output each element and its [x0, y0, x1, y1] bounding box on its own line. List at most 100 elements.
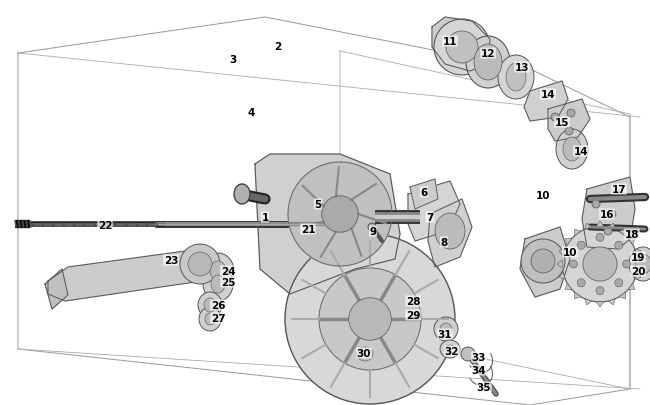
Ellipse shape: [474, 45, 502, 81]
Ellipse shape: [498, 56, 534, 100]
Ellipse shape: [198, 292, 222, 318]
Polygon shape: [520, 228, 570, 297]
Polygon shape: [575, 230, 581, 236]
Text: 10: 10: [536, 190, 551, 200]
Polygon shape: [585, 299, 592, 305]
Circle shape: [569, 260, 577, 269]
Polygon shape: [288, 163, 392, 266]
Text: 5: 5: [315, 200, 322, 209]
Polygon shape: [566, 239, 571, 245]
Polygon shape: [619, 230, 625, 236]
Polygon shape: [559, 273, 566, 279]
Circle shape: [623, 260, 630, 269]
Polygon shape: [608, 224, 616, 230]
Circle shape: [440, 323, 452, 335]
Polygon shape: [566, 284, 571, 290]
Text: 21: 21: [301, 224, 315, 234]
Polygon shape: [548, 100, 590, 142]
Text: 25: 25: [221, 277, 235, 287]
Text: 18: 18: [625, 230, 639, 239]
Ellipse shape: [435, 213, 465, 249]
Text: 26: 26: [211, 300, 226, 310]
Text: 30: 30: [357, 348, 371, 358]
Text: 23: 23: [164, 256, 178, 265]
Polygon shape: [585, 224, 592, 230]
Text: 8: 8: [441, 237, 448, 247]
Circle shape: [615, 242, 623, 249]
Text: 20: 20: [630, 266, 645, 276]
Polygon shape: [629, 284, 635, 290]
Circle shape: [583, 247, 617, 281]
Ellipse shape: [349, 340, 381, 368]
Circle shape: [615, 279, 623, 287]
Text: 19: 19: [630, 252, 645, 262]
Polygon shape: [45, 269, 68, 309]
Polygon shape: [557, 260, 562, 268]
Ellipse shape: [211, 275, 225, 293]
Ellipse shape: [445, 345, 455, 353]
Polygon shape: [638, 260, 643, 268]
Polygon shape: [559, 249, 566, 256]
Polygon shape: [635, 249, 641, 256]
Text: 33: 33: [472, 352, 486, 362]
Text: 10: 10: [563, 247, 577, 257]
Polygon shape: [48, 249, 215, 301]
Polygon shape: [410, 179, 438, 209]
Circle shape: [608, 211, 616, 218]
Ellipse shape: [203, 267, 233, 301]
Ellipse shape: [556, 130, 588, 170]
Text: 1: 1: [261, 213, 268, 222]
Circle shape: [446, 32, 478, 64]
Polygon shape: [408, 181, 460, 241]
Text: 29: 29: [406, 310, 420, 320]
Circle shape: [349, 298, 391, 341]
Circle shape: [596, 287, 604, 295]
Circle shape: [551, 114, 559, 121]
Ellipse shape: [563, 138, 581, 162]
Text: 7: 7: [426, 213, 434, 222]
Text: 32: 32: [445, 346, 460, 356]
Text: 4: 4: [247, 108, 255, 118]
Circle shape: [285, 234, 455, 404]
Text: 17: 17: [612, 185, 627, 194]
Circle shape: [562, 226, 638, 302]
Circle shape: [604, 228, 612, 235]
Circle shape: [319, 269, 421, 370]
Text: 3: 3: [229, 55, 237, 65]
Polygon shape: [432, 18, 490, 72]
Circle shape: [180, 244, 220, 284]
Text: 16: 16: [600, 209, 614, 220]
Circle shape: [461, 347, 475, 361]
Polygon shape: [255, 155, 400, 294]
Polygon shape: [520, 228, 570, 297]
Circle shape: [368, 224, 376, 231]
Polygon shape: [428, 200, 472, 267]
Ellipse shape: [635, 254, 650, 274]
Circle shape: [531, 249, 555, 273]
Text: 34: 34: [472, 365, 486, 375]
Circle shape: [577, 279, 585, 287]
Text: 31: 31: [437, 329, 452, 339]
Polygon shape: [582, 177, 635, 249]
Ellipse shape: [210, 261, 226, 281]
Circle shape: [596, 234, 604, 242]
Circle shape: [577, 242, 585, 249]
Circle shape: [592, 200, 600, 209]
Ellipse shape: [440, 340, 460, 358]
Polygon shape: [524, 82, 568, 122]
Circle shape: [434, 20, 490, 76]
Circle shape: [434, 317, 458, 341]
Text: 14: 14: [574, 147, 588, 157]
Circle shape: [565, 128, 573, 136]
Polygon shape: [575, 293, 581, 299]
Polygon shape: [619, 293, 625, 299]
Ellipse shape: [234, 185, 250, 205]
Ellipse shape: [204, 298, 216, 312]
Ellipse shape: [199, 307, 221, 331]
Text: 27: 27: [211, 313, 226, 323]
Ellipse shape: [357, 347, 373, 361]
Circle shape: [567, 110, 575, 118]
Text: 24: 24: [221, 266, 235, 276]
Polygon shape: [608, 299, 616, 305]
Polygon shape: [596, 222, 604, 227]
